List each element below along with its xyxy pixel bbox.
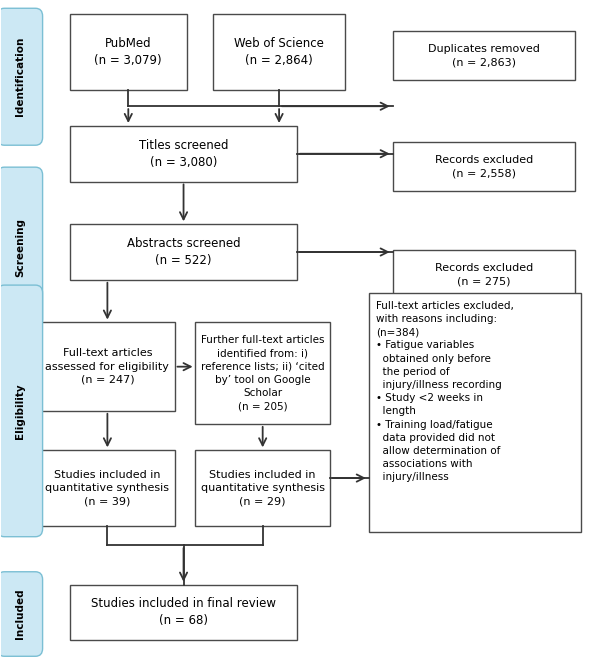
- FancyBboxPatch shape: [70, 224, 297, 280]
- FancyBboxPatch shape: [368, 293, 581, 532]
- Text: Titles screened
(n = 3,080): Titles screened (n = 3,080): [139, 139, 228, 168]
- FancyBboxPatch shape: [0, 285, 43, 537]
- Text: Studies included in final review
(n = 68): Studies included in final review (n = 68…: [91, 597, 276, 627]
- FancyBboxPatch shape: [0, 167, 43, 327]
- FancyBboxPatch shape: [392, 142, 575, 191]
- Text: Further full-text articles
identified from: i)
reference lists; ii) ‘cited
by’ t: Further full-text articles identified fr…: [201, 335, 325, 411]
- FancyBboxPatch shape: [392, 31, 575, 80]
- Text: Eligibility: Eligibility: [15, 383, 25, 439]
- FancyBboxPatch shape: [0, 572, 43, 656]
- Text: PubMed
(n = 3,079): PubMed (n = 3,079): [94, 37, 162, 67]
- Text: Identification: Identification: [15, 37, 25, 116]
- Text: Records excluded
(n = 275): Records excluded (n = 275): [434, 263, 533, 286]
- FancyBboxPatch shape: [392, 251, 575, 299]
- Text: Studies included in
quantitative synthesis
(n = 39): Studies included in quantitative synthes…: [46, 470, 169, 506]
- Text: Records excluded
(n = 2,558): Records excluded (n = 2,558): [434, 155, 533, 178]
- Text: Full-text articles excluded,
with reasons including:
(n=384)
• Fatigue variables: Full-text articles excluded, with reason…: [376, 301, 514, 482]
- Text: Included: Included: [15, 589, 25, 640]
- Text: Studies included in
quantitative synthesis
(n = 29): Studies included in quantitative synthes…: [200, 470, 325, 506]
- FancyBboxPatch shape: [196, 322, 330, 424]
- Text: Duplicates removed
(n = 2,863): Duplicates removed (n = 2,863): [428, 44, 539, 67]
- Text: Full-text articles
assessed for eligibility
(n = 247): Full-text articles assessed for eligibil…: [46, 349, 169, 385]
- FancyBboxPatch shape: [196, 450, 330, 526]
- FancyBboxPatch shape: [40, 450, 175, 526]
- FancyBboxPatch shape: [70, 584, 297, 640]
- FancyBboxPatch shape: [70, 126, 297, 182]
- Text: Web of Science
(n = 2,864): Web of Science (n = 2,864): [234, 37, 324, 67]
- FancyBboxPatch shape: [0, 9, 43, 145]
- FancyBboxPatch shape: [70, 14, 187, 90]
- Text: Screening: Screening: [15, 218, 25, 276]
- Text: Abstracts screened
(n = 522): Abstracts screened (n = 522): [127, 237, 241, 267]
- FancyBboxPatch shape: [214, 14, 345, 90]
- FancyBboxPatch shape: [40, 322, 175, 411]
